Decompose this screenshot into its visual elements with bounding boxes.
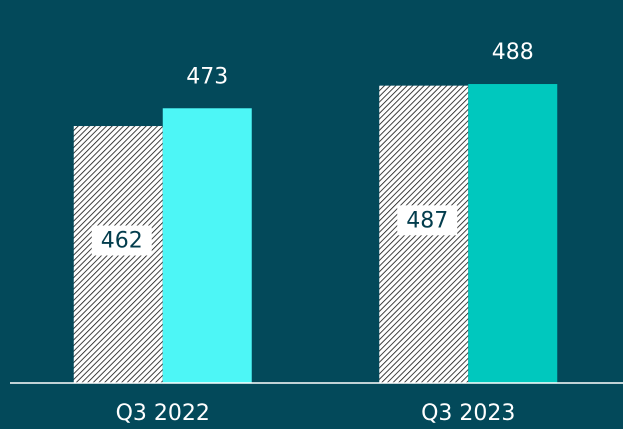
value-label-box (91, 225, 152, 256)
x-tick-label: Q3 2023 (421, 401, 515, 426)
value-label: 462 (101, 229, 143, 254)
bar (162, 108, 252, 383)
value-label-box (397, 205, 458, 236)
value-label: 487 (406, 208, 448, 233)
x-tick-label: Q3 2022 (116, 401, 210, 426)
value-label: 473 (186, 64, 228, 89)
value-label: 488 (492, 40, 534, 65)
bar (468, 84, 558, 383)
